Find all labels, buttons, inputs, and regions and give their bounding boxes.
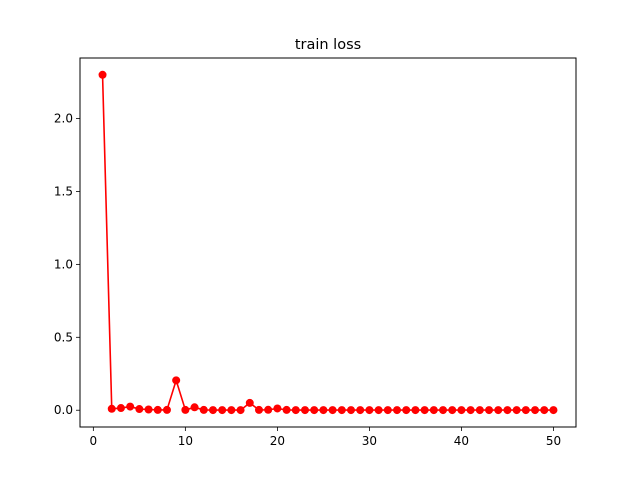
data-point xyxy=(135,405,143,413)
data-point xyxy=(108,405,116,413)
data-point xyxy=(255,406,263,414)
data-point xyxy=(549,406,557,414)
x-tick-label: 0 xyxy=(90,434,98,448)
data-point xyxy=(476,406,484,414)
data-point xyxy=(356,406,364,414)
data-point xyxy=(154,406,162,414)
data-point xyxy=(421,406,429,414)
data-point xyxy=(191,403,199,411)
data-point xyxy=(181,406,189,414)
chart-title: train loss xyxy=(295,37,361,53)
data-point xyxy=(209,406,217,414)
x-tick-label: 40 xyxy=(454,434,469,448)
data-point xyxy=(319,406,327,414)
data-point xyxy=(264,406,272,414)
data-point xyxy=(338,406,346,414)
x-tick-label: 20 xyxy=(270,434,285,448)
data-point xyxy=(163,406,171,414)
data-point xyxy=(393,406,401,414)
data-point xyxy=(439,406,447,414)
data-point xyxy=(347,406,355,414)
y-tick-label: 1.0 xyxy=(54,257,73,271)
data-point xyxy=(283,406,291,414)
data-point xyxy=(117,404,125,412)
data-point xyxy=(145,405,153,413)
data-point xyxy=(402,406,410,414)
data-point xyxy=(531,406,539,414)
data-point xyxy=(99,71,107,79)
data-point xyxy=(292,406,300,414)
data-point xyxy=(310,406,318,414)
y-tick-label: 0.5 xyxy=(54,330,73,344)
data-point xyxy=(200,406,208,414)
data-point xyxy=(273,404,281,412)
y-tick-label: 2.0 xyxy=(54,112,73,126)
data-point xyxy=(218,406,226,414)
data-point xyxy=(485,406,493,414)
data-point xyxy=(384,406,392,414)
data-point xyxy=(411,406,419,414)
data-point xyxy=(375,406,383,414)
data-point xyxy=(227,406,235,414)
data-point xyxy=(540,406,548,414)
data-point xyxy=(329,406,337,414)
data-point xyxy=(301,406,309,414)
data-point xyxy=(457,406,465,414)
data-point xyxy=(522,406,530,414)
data-point xyxy=(430,406,438,414)
x-tick-label: 30 xyxy=(362,434,377,448)
data-point xyxy=(365,406,373,414)
x-tick-label: 50 xyxy=(546,434,561,448)
y-tick-label: 0.0 xyxy=(54,403,73,417)
data-point xyxy=(172,376,180,384)
data-point xyxy=(126,403,134,411)
y-tick-label: 1.5 xyxy=(54,184,73,198)
data-point xyxy=(467,406,475,414)
data-point xyxy=(246,399,254,407)
data-point xyxy=(237,406,245,414)
data-point xyxy=(448,406,456,414)
data-point xyxy=(513,406,521,414)
data-point xyxy=(503,406,511,414)
x-tick-label: 10 xyxy=(178,434,193,448)
data-point xyxy=(494,406,502,414)
